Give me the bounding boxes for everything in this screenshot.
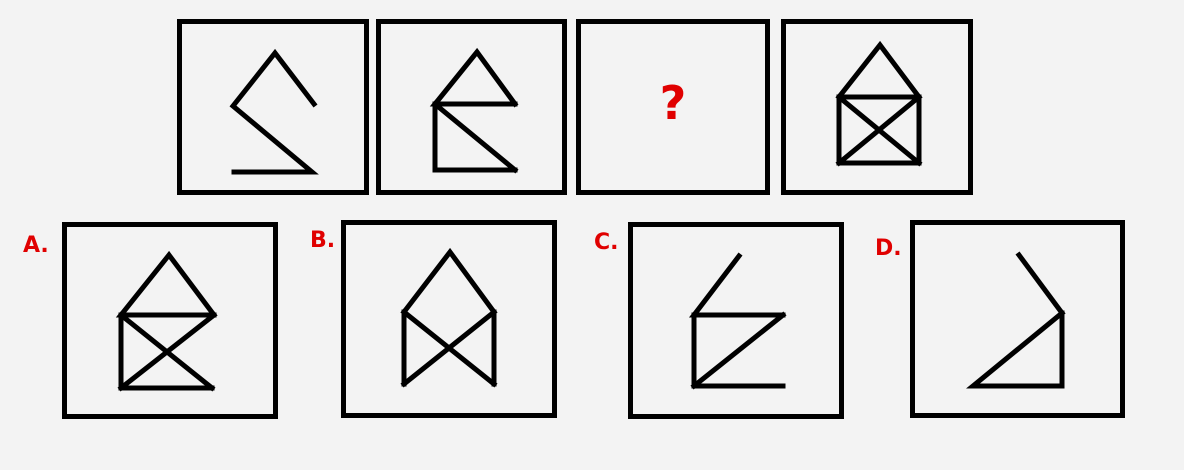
- option-a-panel[interactable]: [62, 222, 278, 419]
- figure-4-roof: [835, 40, 923, 101]
- figure-4-cross: [835, 93, 923, 167]
- option-a-label: A.: [23, 233, 49, 258]
- option-c-label: C.: [594, 230, 619, 255]
- figure-2-box-edges: [432, 101, 518, 173]
- option-d-triangle: [966, 309, 1066, 389]
- figure-4: [835, 40, 923, 167]
- figure-2: [429, 47, 519, 174]
- option-c-panel[interactable]: [628, 222, 844, 419]
- question-mark: ?: [659, 76, 687, 130]
- sequence-panel-4: [781, 19, 973, 195]
- option-a-roof: [115, 250, 218, 319]
- option-d-panel[interactable]: [910, 220, 1125, 418]
- option-a-cross: [117, 311, 218, 392]
- figure-2-diagonal: [431, 100, 519, 174]
- option-b-panel[interactable]: [341, 220, 557, 418]
- option-d-slant: [1015, 251, 1066, 317]
- option-b-cross: [400, 308, 498, 388]
- figure-1-strokes: [229, 48, 319, 175]
- sequence-panel-2: [376, 19, 567, 195]
- option-b-label: B.: [310, 228, 336, 253]
- option-c-top-lines: [688, 252, 786, 318]
- option-c-figure: [688, 252, 787, 390]
- option-d-label: D.: [875, 236, 902, 261]
- option-a-figure: [115, 250, 218, 392]
- figure-2-triangle: [429, 47, 519, 108]
- sequence-panel-missing: ?: [576, 19, 770, 195]
- sequence-panel-1: [177, 19, 369, 195]
- option-b-sides: [401, 309, 497, 387]
- figure-1: [229, 48, 319, 175]
- option-b-figure: [400, 247, 498, 388]
- option-d-figure: [966, 251, 1066, 389]
- option-c-diagonal: [690, 311, 787, 390]
- option-b-roof: [400, 247, 498, 316]
